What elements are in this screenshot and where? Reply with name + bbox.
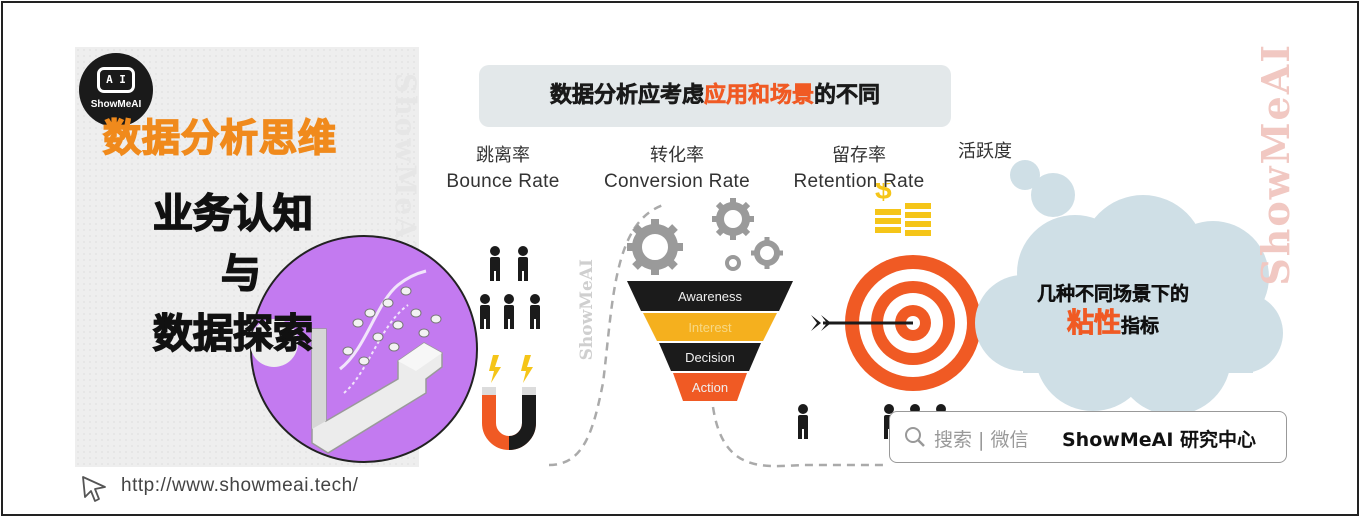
metrics-illustration: Awareness Interest Decision Action $: [480, 183, 981, 468]
target-icon: [811, 255, 981, 391]
subtitle-line-1: 业务认知: [152, 190, 314, 238]
analytics-illustration: [250, 235, 478, 463]
subtitle-line-2: 与: [220, 250, 262, 298]
logo-screen-text: A I: [97, 67, 135, 93]
search-box[interactable]: 搜索 | 微信 ShowMeAI 研究中心: [889, 411, 1287, 463]
watermark-middle: ShowMeAI: [577, 259, 597, 361]
cloud-line-1: 几种不同场景下的: [1036, 283, 1189, 305]
funnel-stage-action: [673, 373, 747, 401]
banner-prefix: 数据分析应考虑: [549, 83, 705, 109]
metric-en: Conversion Rate: [603, 171, 751, 192]
cloud-suffix: 指标: [1120, 315, 1159, 337]
metric-zh: 留存率: [832, 145, 886, 166]
thought-cloud: [975, 160, 1283, 415]
metric-zh: 转化率: [650, 145, 704, 166]
metric-conversion-rate: 转化率 Conversion Rate: [589, 143, 765, 195]
funnel-stage-decision: [659, 343, 761, 371]
watermark-left: ShowMeAI: [389, 73, 422, 256]
magnet-icon: [482, 355, 536, 450]
funnel-label-awareness: Awareness: [678, 289, 743, 304]
funnel-label-decision: Decision: [685, 350, 735, 365]
website-url[interactable]: http://www.showmeai.tech/: [121, 475, 359, 496]
watermark-right: ShowMeAI: [1253, 43, 1298, 286]
main-title: 数据分析思维: [102, 115, 338, 161]
cloud-text: 几种不同场景下的 粘性指标: [1013, 279, 1213, 341]
headline-banner: 数据分析应考虑应用和场景的不同: [479, 65, 951, 127]
metric-en: Retention Rate: [793, 171, 925, 192]
svg-text:$: $: [875, 183, 892, 206]
conversion-funnel: Awareness Interest Decision Action: [627, 281, 793, 401]
metric-en: Bounce Rate: [446, 171, 560, 192]
banner-highlight: 应用和场景: [703, 83, 815, 109]
metric-zh: 活跃度: [958, 141, 1012, 162]
funnel-stage-awareness: [627, 281, 793, 311]
subtitle-line-3: 数据探索: [152, 310, 314, 358]
metric-bounce-rate: 跳离率 Bounce Rate: [433, 143, 573, 195]
funnel-label-action: Action: [692, 380, 728, 395]
funnel-stage-interest: [643, 313, 777, 341]
logo-brand-text: ShowMeAI: [90, 99, 142, 110]
showmeai-logo: A I ShowMeAI: [79, 53, 153, 127]
search-hint: 搜索 | 微信: [934, 429, 1029, 451]
metric-retention-rate: 留存率 Retention Rate: [779, 143, 939, 195]
metric-zh: 跳离率: [476, 145, 530, 166]
funnel-label-interest: Interest: [688, 320, 732, 335]
cloud-highlight: 粘性: [1066, 308, 1122, 339]
cursor-icon: [82, 476, 106, 502]
people-group-icon: [480, 246, 540, 329]
money-stack-icon: $: [875, 183, 931, 236]
banner-suffix: 的不同: [814, 83, 881, 109]
search-brand: ShowMeAI 研究中心: [1062, 429, 1256, 451]
gears-icon: [627, 198, 783, 275]
search-icon: [905, 427, 925, 447]
metric-activity: 活跃度: [945, 139, 1025, 165]
